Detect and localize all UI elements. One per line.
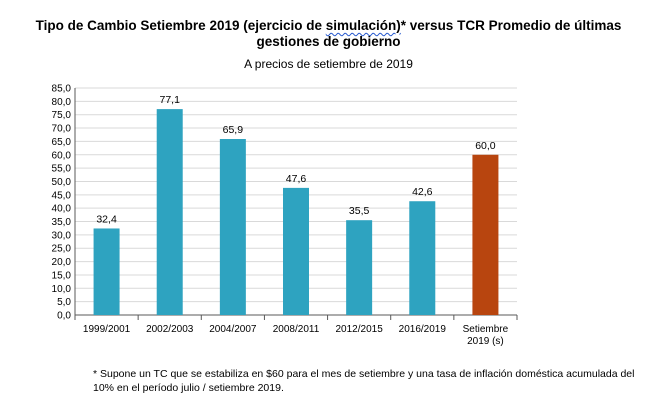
data-label: 32,4 — [96, 213, 117, 225]
chart-title-spellcheck-word: simulación) — [325, 18, 401, 33]
y-tick-label: 10,0 — [52, 284, 72, 295]
chart-subtitle: A precios de setiembre de 2019 — [244, 57, 413, 71]
y-tick-label: 5,0 — [57, 297, 71, 308]
y-tick-label: 65,0 — [52, 137, 72, 148]
y-tick-label: 55,0 — [52, 164, 72, 175]
chart-title: Tipo de Cambio Setiembre 2019 (ejercicio… — [0, 18, 657, 50]
footnote: * Supone un TC que se estabiliza en $60 … — [93, 368, 635, 394]
y-tick-label: 70,0 — [52, 124, 72, 135]
y-tick-label: 80,0 — [52, 97, 72, 108]
y-tick-label: 50,0 — [52, 177, 72, 188]
data-label: 47,6 — [286, 173, 307, 185]
bar — [346, 220, 373, 315]
data-label: 42,6 — [412, 186, 433, 198]
y-tick-label: 60,0 — [52, 150, 72, 161]
chart-title-part1: Tipo de Cambio Setiembre 2019 (ejercicio… — [35, 18, 326, 33]
x-tick-label: 2012/2015 — [336, 324, 384, 335]
data-label: 77,1 — [159, 94, 180, 106]
y-tick-label: 85,0 — [52, 84, 72, 95]
x-tick-label: 1999/2001 — [83, 324, 131, 335]
bar — [93, 228, 120, 315]
bar — [156, 109, 183, 315]
x-tick-label: 2019 (s) — [467, 336, 504, 347]
x-tick-label: 2004/2007 — [209, 324, 257, 335]
chart-title-line2: gestiones de gobierno — [256, 34, 401, 49]
x-tick-label: 2002/2003 — [146, 324, 194, 335]
x-tick-label: 2016/2019 — [399, 324, 447, 335]
data-label: 35,5 — [349, 205, 370, 217]
bar — [283, 187, 309, 315]
bar — [409, 201, 436, 315]
y-tick-label: 25,0 — [52, 244, 72, 255]
bar — [219, 139, 246, 315]
y-tick-label: 45,0 — [52, 190, 72, 201]
y-tick-label: 20,0 — [52, 257, 72, 268]
x-tick-label: Setiembre — [463, 324, 509, 335]
x-tick-label: 2008/2011 — [273, 324, 320, 335]
y-tick-label: 40,0 — [52, 204, 72, 215]
y-tick-label: 0,0 — [57, 311, 71, 322]
chart-title-part2: * versus TCR Promedio de últimas — [400, 18, 622, 33]
y-tick-label: 15,0 — [52, 270, 72, 281]
y-tick-label: 75,0 — [52, 110, 72, 121]
y-tick-label: 35,0 — [52, 217, 72, 228]
data-label: 65,9 — [223, 124, 244, 136]
y-tick-label: 30,0 — [52, 230, 72, 241]
data-label: 60,0 — [475, 140, 496, 152]
bar — [472, 154, 499, 315]
